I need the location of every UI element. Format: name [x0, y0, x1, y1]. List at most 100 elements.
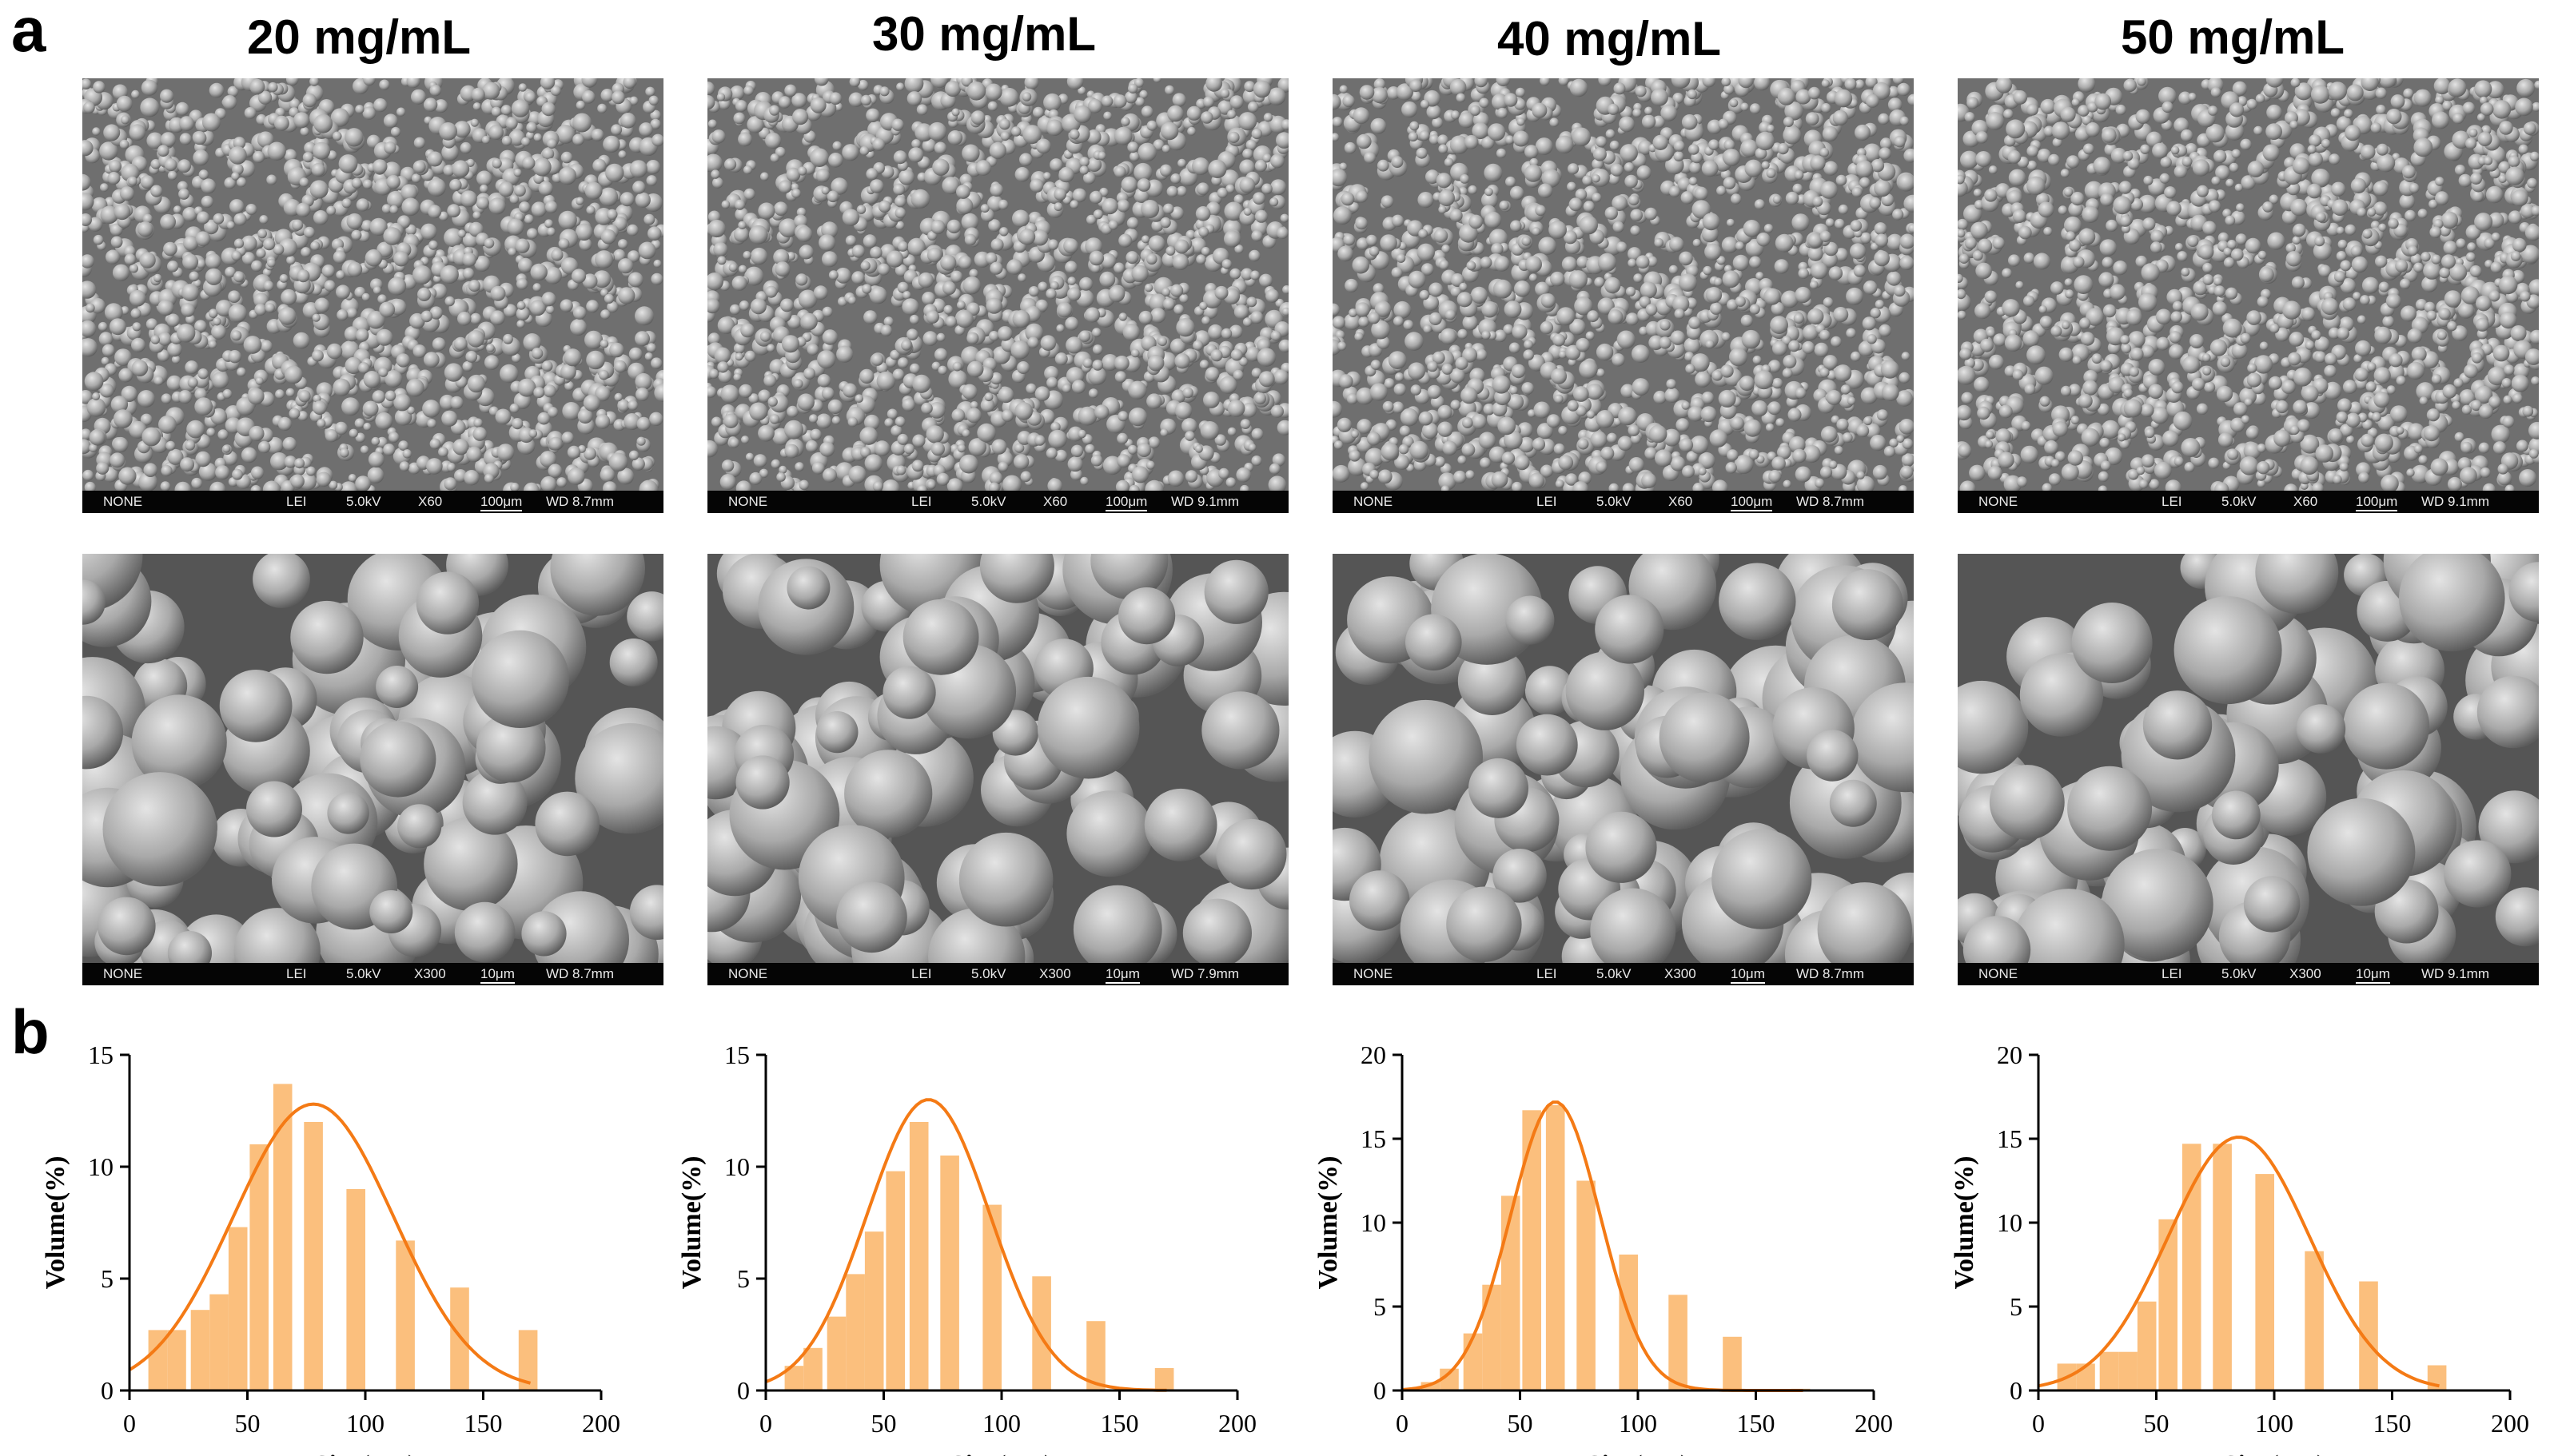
- microsphere: [2527, 177, 2538, 189]
- microsphere: [962, 144, 980, 162]
- microsphere: [774, 201, 788, 216]
- microsphere: [1247, 101, 1259, 113]
- microsphere: [491, 106, 502, 117]
- microsphere: [1648, 335, 1663, 351]
- microsphere: [1127, 141, 1139, 153]
- microsphere: [1126, 251, 1139, 265]
- microsphere: [341, 198, 352, 209]
- microsphere: [289, 98, 301, 110]
- microsphere: [1730, 416, 1744, 431]
- microsphere: [208, 340, 217, 349]
- microsphere: [1245, 346, 1261, 362]
- microsphere: [232, 468, 243, 480]
- microsphere: [438, 447, 448, 457]
- microsphere: [1872, 464, 1888, 480]
- microsphere: [1078, 429, 1086, 439]
- microsphere: [1048, 429, 1067, 449]
- microsphere: [1450, 286, 1461, 297]
- microsphere: [1651, 88, 1668, 106]
- microsphere: [1070, 200, 1079, 209]
- microsphere: [1815, 478, 1825, 488]
- microsphere: [1725, 462, 1737, 474]
- microsphere: [1647, 256, 1658, 267]
- microsphere: [1592, 193, 1602, 203]
- microsphere: [744, 350, 756, 362]
- microsphere: [809, 414, 818, 424]
- microsphere: [636, 436, 646, 446]
- microsphere: [388, 276, 407, 296]
- microsphere: [1734, 455, 1754, 474]
- microsphere: [600, 339, 609, 348]
- microsphere: [717, 256, 727, 265]
- microsphere: [1899, 116, 1909, 125]
- microsphere: [1664, 388, 1680, 403]
- microsphere: [740, 323, 755, 338]
- microsphere: [1468, 185, 1477, 195]
- microsphere: [1162, 297, 1175, 310]
- microsphere: [1371, 87, 1388, 104]
- microsphere: [711, 416, 722, 428]
- microsphere: [181, 303, 195, 317]
- microsphere: [1229, 324, 1243, 339]
- microsphere: [1198, 226, 1209, 237]
- microsphere: [1429, 134, 1440, 145]
- microsphere: [348, 474, 357, 483]
- microsphere: [969, 269, 978, 278]
- microsphere: [1253, 80, 1271, 98]
- microsphere: [769, 105, 780, 116]
- microsphere: [439, 394, 455, 410]
- microsphere: [1102, 354, 1119, 371]
- microsphere: [1687, 89, 1697, 100]
- microsphere: [181, 284, 199, 302]
- microsphere: [901, 340, 912, 351]
- sem-mode: LEI: [1536, 494, 1557, 509]
- microsphere: [1671, 295, 1690, 312]
- microsphere: [608, 452, 628, 471]
- microsphere: [1711, 479, 1728, 491]
- microsphere: [1632, 378, 1650, 396]
- microsphere: [822, 329, 839, 345]
- microsphere: [1466, 261, 1476, 271]
- microsphere: [1139, 90, 1148, 99]
- microsphere: [1437, 421, 1453, 437]
- microsphere: [749, 402, 768, 421]
- microsphere: [843, 383, 858, 398]
- microsphere: [1117, 432, 1129, 444]
- microsphere: [738, 265, 747, 273]
- sem-detector: NONE: [1353, 494, 1393, 509]
- microsphere: [1238, 112, 1257, 131]
- microsphere: [538, 181, 553, 196]
- microsphere: [160, 89, 174, 103]
- microsphere: [1338, 374, 1353, 389]
- microsphere: [1269, 463, 1281, 475]
- microsphere: [1540, 464, 1553, 478]
- microsphere: [821, 186, 830, 195]
- microsphere: [880, 324, 892, 336]
- microsphere: [472, 427, 488, 441]
- microsphere: [942, 281, 956, 295]
- microsphere: [579, 237, 592, 251]
- microsphere: [645, 86, 655, 97]
- microsphere: [1798, 268, 1809, 279]
- microsphere: [1357, 133, 1372, 149]
- microsphere: [747, 116, 764, 133]
- microsphere: [1735, 241, 1744, 251]
- microsphere: [1822, 125, 1839, 142]
- microsphere: [145, 318, 158, 330]
- microsphere: [2411, 464, 2430, 483]
- microsphere: [1594, 276, 1605, 288]
- microsphere: [441, 143, 459, 161]
- microsphere: [457, 312, 472, 326]
- microsphere: [173, 205, 181, 214]
- microsphere: [743, 86, 754, 96]
- microsphere: [847, 296, 857, 304]
- microsphere: [1787, 408, 1802, 422]
- microsphere: [962, 384, 978, 400]
- microsphere: [470, 118, 479, 127]
- microsphere: [1147, 354, 1165, 372]
- microsphere: [501, 135, 512, 146]
- sem-scale-bar: 100μm: [1106, 494, 1148, 511]
- microsphere: [1236, 467, 1251, 483]
- microsphere: [1503, 430, 1523, 450]
- microsphere: [1711, 370, 1723, 381]
